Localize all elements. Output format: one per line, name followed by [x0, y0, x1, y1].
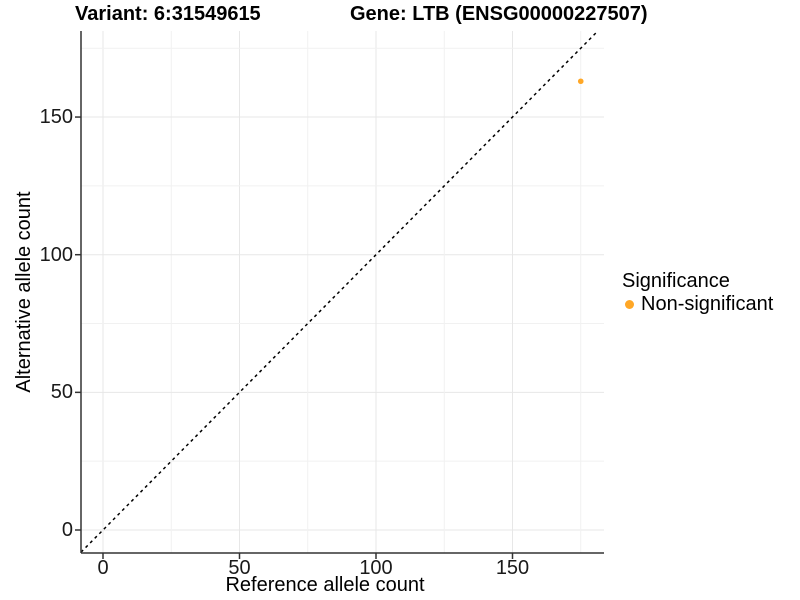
legend-title: Significance	[622, 270, 730, 292]
y-tick-label-100: 100	[39, 243, 73, 266]
x-tick-label-150: 150	[495, 557, 530, 579]
legend: Significance Non-significant	[622, 270, 773, 315]
y-tick-label-0: 0	[61, 519, 73, 541]
identity-reference-line	[80, 30, 599, 553]
x-tick-label-100: 100	[359, 557, 393, 579]
legend-entry-non-significant: Non-significant	[625, 293, 773, 315]
legend-point-icon	[625, 299, 634, 309]
x-axis-title: Reference allele count	[225, 574, 425, 596]
data-point-0	[577, 78, 584, 85]
legend-entry-label: Non-significant	[641, 293, 774, 315]
plot-title-variant: Variant: 6:31549615	[75, 3, 261, 25]
y-tick-label-50: 50	[50, 381, 73, 404]
x-tick-label-50: 50	[228, 557, 251, 579]
plot-title-gene: Gene: LTB (ENSG00000227507)	[350, 3, 648, 25]
y-axis-title: Alternative allele count	[13, 191, 35, 393]
y-tick-label-150: 150	[39, 106, 73, 129]
x-tick-label-0: 0	[97, 557, 109, 579]
